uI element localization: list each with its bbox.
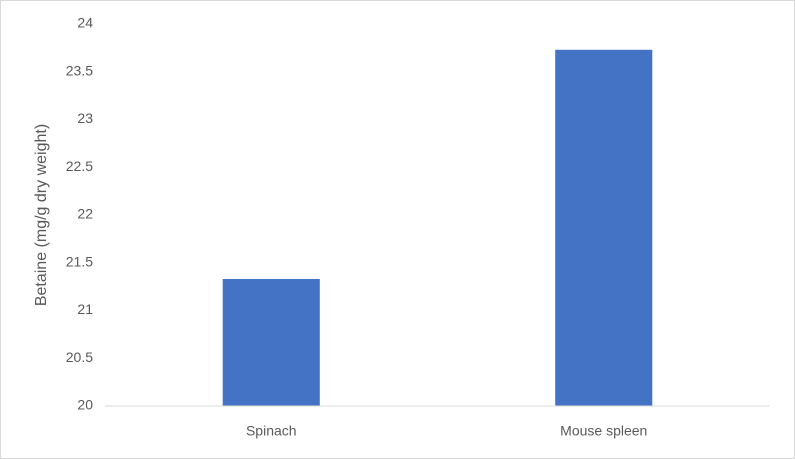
y-tick-label: 23.5 bbox=[66, 62, 93, 78]
y-tick-label: 20.5 bbox=[66, 349, 93, 365]
y-axis-title: Betaine (mg/g dry weight) bbox=[33, 124, 50, 306]
y-tick-label: 23 bbox=[77, 110, 93, 126]
y-tick-label: 21.5 bbox=[66, 253, 93, 269]
x-tick-label: Spinach bbox=[246, 423, 297, 439]
y-tick-label: 20 bbox=[77, 397, 93, 413]
y-tick-label: 24 bbox=[77, 15, 93, 31]
bar bbox=[555, 49, 653, 406]
bar bbox=[222, 278, 320, 406]
y-tick-label: 22.5 bbox=[66, 158, 93, 174]
x-tick-label: Mouse spleen bbox=[560, 423, 647, 439]
y-tick-label: 21 bbox=[77, 301, 93, 317]
y-tick-label: 22 bbox=[77, 206, 93, 222]
